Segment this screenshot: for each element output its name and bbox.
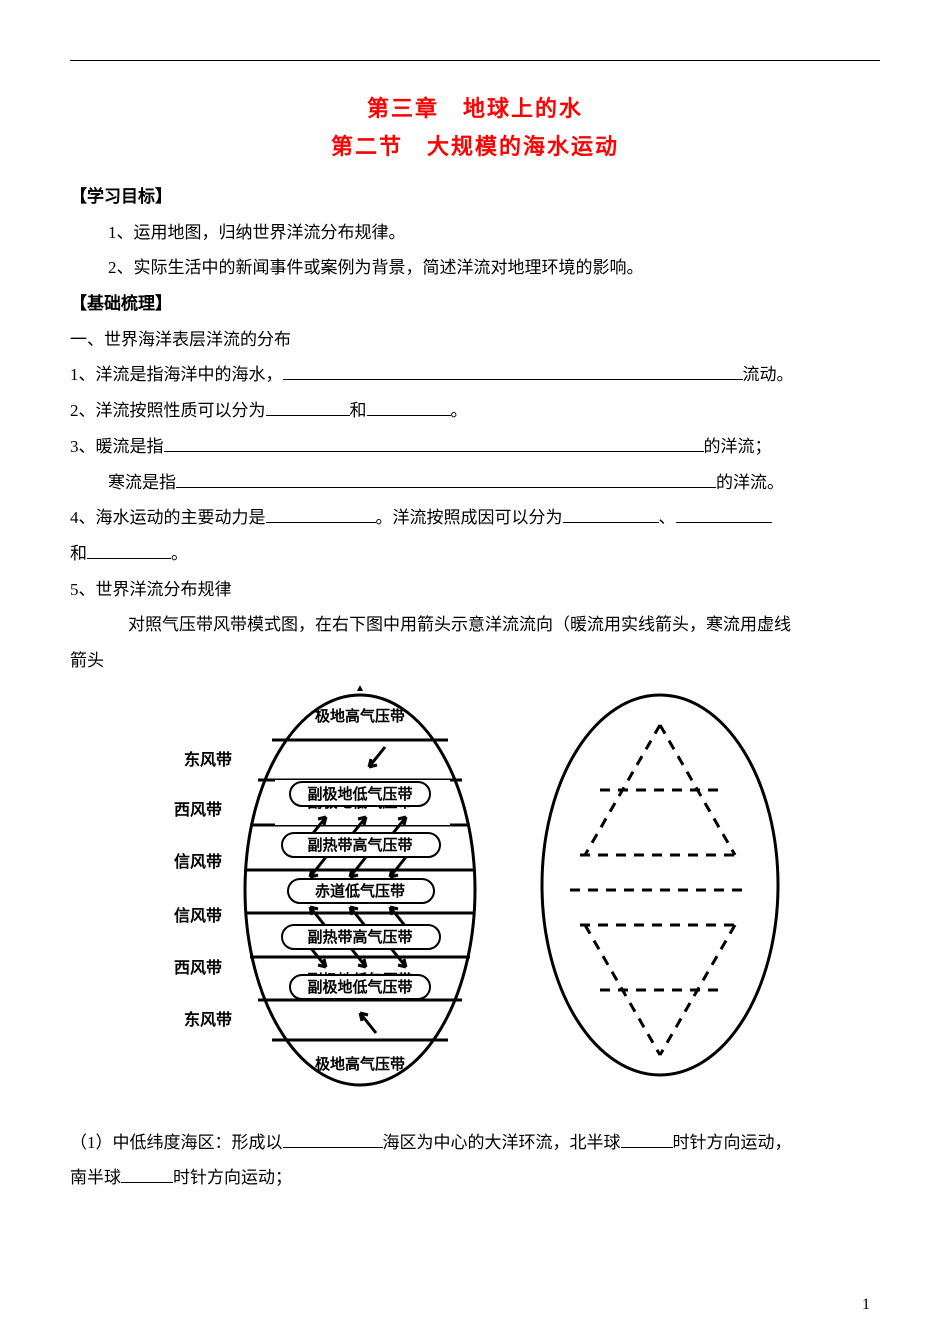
diagram-row: 极地高气压带 副极地低气压带 副热带高气压带 赤道低气压带 副热带高气压带 副极…: [70, 685, 880, 1095]
svg-text:副热带高气压带: 副热带高气压带: [307, 928, 412, 946]
blank: [87, 541, 171, 559]
wind-label: 东风带: [184, 1010, 232, 1029]
blank: [367, 398, 451, 416]
top-rule: [70, 60, 880, 61]
question-4-cont: 和。: [70, 536, 880, 572]
blank: [121, 1165, 173, 1183]
svg-text:赤道低气压带: 赤道低气压带: [315, 882, 405, 900]
objective-2: 2、实际生活中的新闻事件或案例为背景，简述洋流对地理环境的影响。: [70, 250, 880, 286]
sub1-e: 时针方向运动；: [173, 1168, 292, 1187]
ocean-current-blank-diagram: [530, 685, 790, 1085]
svg-text:副热带高气压带: 副热带高气压带: [307, 836, 412, 854]
wind-label: 东风带: [184, 750, 232, 769]
blank: [283, 362, 743, 380]
q4-text-c: 、: [659, 508, 676, 527]
question-4: 4、海水运动的主要动力是 。洋流按照成因可以分为 、: [70, 500, 880, 536]
basics-section-title: 一、世界海洋表层洋流的分布: [70, 322, 880, 358]
sub1-c: 时针方向运动，: [673, 1133, 792, 1152]
q4-text-e: 。: [171, 544, 188, 563]
blank: [563, 505, 659, 523]
pressure-wind-diagram: 极地高气压带 副极地低气压带 副热带高气压带 赤道低气压带 副热带高气压带 副极…: [160, 685, 490, 1095]
chapter-title: 第三章 地球上的水: [70, 91, 880, 123]
top-arrow-icon: [357, 685, 363, 691]
heading-objectives: 【学习目标】: [70, 179, 880, 215]
blank: [676, 505, 772, 523]
sub-question-1-cont: 南半球 时针方向运动；: [70, 1160, 880, 1196]
wind-label: 西风带: [174, 958, 222, 977]
question-5-instruction-a: 对照气压带风带模式图，在右下图中用箭头示意洋流流向（暖流用实线箭头，寒流用虚线: [70, 607, 880, 643]
blank: [176, 470, 716, 488]
blank: [266, 505, 376, 523]
question-3-cold: 寒流是指 的洋流。: [70, 465, 880, 501]
wind-label: 信风带: [174, 906, 222, 925]
objective-1: 1、运用地图，归纳世界洋流分布规律。: [70, 215, 880, 251]
svg-text:副极地低气压带: 副极地低气压带: [307, 785, 412, 803]
q1-text-b: 流动。: [743, 365, 794, 384]
band-label: 极地高气压带: [315, 1055, 405, 1073]
blank: [621, 1130, 673, 1148]
blank: [283, 1130, 383, 1148]
q2-text-a: 2、洋流按照性质可以分为: [70, 401, 266, 420]
sub-question-1: （1）中低纬度海区：形成以 海区为中心的大洋环流，北半球 时针方向运动，: [70, 1125, 880, 1161]
q4-text-b: 。洋流按照成因可以分为: [376, 508, 563, 527]
section-title: 第二节 大规模的海水运动: [70, 129, 880, 161]
sub1-b: 海区为中心的大洋环流，北半球: [383, 1133, 621, 1152]
question-5-title: 5、世界洋流分布规律: [70, 572, 880, 608]
question-5-instruction-b: 箭头: [70, 651, 104, 670]
q2-text-b: 和: [350, 401, 367, 420]
question-1: 1、洋流是指海洋中的海水， 流动。: [70, 357, 880, 393]
q2-text-c: 。: [451, 401, 468, 420]
svg-text:副极地低气压带: 副极地低气压带: [307, 978, 412, 996]
question-2: 2、洋流按照性质可以分为 和 。: [70, 393, 880, 429]
question-3-warm: 3、暖流是指 的洋流；: [70, 429, 880, 465]
q3-text-a: 3、暖流是指: [70, 437, 164, 456]
q1-text-a: 1、洋流是指海洋中的海水，: [70, 365, 283, 384]
q3-text-c: 寒流是指: [108, 473, 176, 492]
page-number: 1: [862, 1296, 870, 1314]
q3-text-d: 的洋流。: [716, 473, 784, 492]
blank: [266, 398, 350, 416]
sub1-a: （1）中低纬度海区：形成以: [70, 1133, 283, 1152]
wind-label: 西风带: [174, 800, 222, 819]
sub1-d: 南半球: [70, 1168, 121, 1187]
wind-label: 信风带: [174, 852, 222, 871]
globe-outline: [542, 695, 778, 1075]
blank: [164, 434, 704, 452]
q3-text-b: 的洋流；: [704, 437, 772, 456]
q4-text-d: 和: [70, 544, 87, 563]
band-label: 极地高气压带: [315, 707, 405, 725]
page: 第三章 地球上的水 第二节 大规模的海水运动 【学习目标】 1、运用地图，归纳世…: [0, 0, 950, 1344]
heading-basics: 【基础梳理】: [70, 286, 880, 322]
q4-text-a: 4、海水运动的主要动力是: [70, 508, 266, 527]
